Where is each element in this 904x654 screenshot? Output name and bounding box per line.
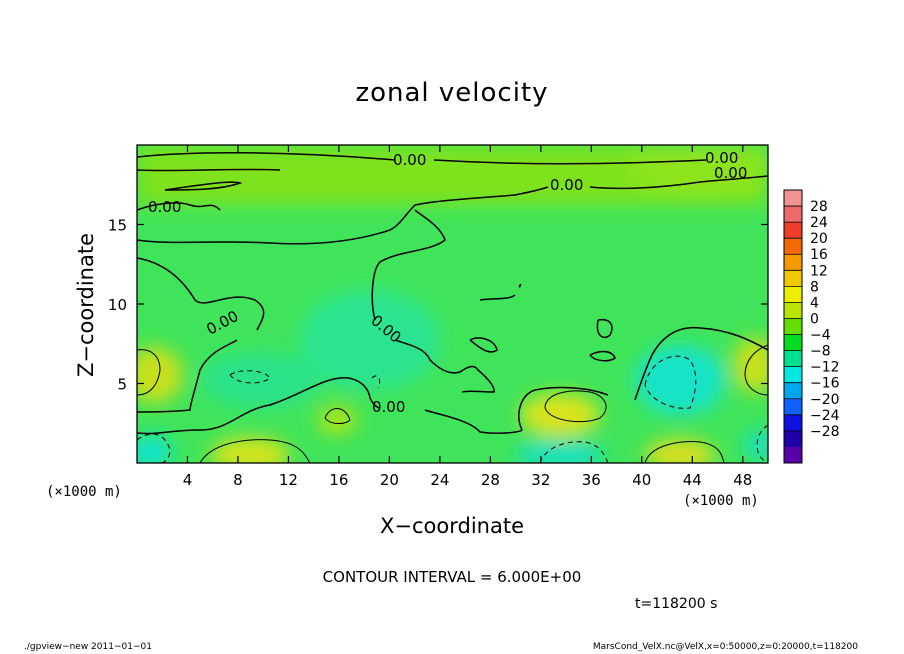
colorbar-swatch xyxy=(784,318,802,336)
colorbar-label: 28 xyxy=(810,199,828,215)
x-tick-label: 24 xyxy=(430,471,449,489)
colorbar-label: −20 xyxy=(810,392,840,408)
y-tick-label: 15 xyxy=(108,217,127,235)
colorbar-label: −4 xyxy=(810,328,831,344)
colorbar-swatch xyxy=(784,254,802,271)
zero-contours xyxy=(137,151,768,463)
footer-left: ./gpview−new 2011−01−01 xyxy=(24,642,152,652)
x-tick-label: 32 xyxy=(531,471,550,489)
colorbar-label: −16 xyxy=(810,376,840,392)
colorbar-swatch xyxy=(784,366,802,384)
colorbar-swatch xyxy=(784,206,802,223)
x-tick-label: 48 xyxy=(733,471,752,489)
colorbar-label: 8 xyxy=(810,279,819,295)
x-tick-label: 8 xyxy=(233,471,243,489)
colorbar-swatch xyxy=(784,430,802,448)
zero-contour-label: 0.00 xyxy=(393,151,426,169)
zero-contour-label: 0.00 xyxy=(148,198,181,216)
colorbar-swatch xyxy=(784,382,802,400)
colorbar-swatch xyxy=(784,350,802,368)
x-tick-label: 40 xyxy=(632,471,651,489)
colorbar-swatch xyxy=(784,334,802,352)
negative-contours xyxy=(137,355,768,463)
x-tick-label: 44 xyxy=(683,471,702,489)
zero-contour-label: 0.00 xyxy=(550,176,583,194)
colorbar-label: 16 xyxy=(810,247,828,263)
colorbar-swatch xyxy=(784,222,802,239)
colorbar-swatch xyxy=(784,302,802,319)
colorbar-label: −8 xyxy=(810,344,831,360)
x-ticks: 4 8 12 16 20 24 28 32 36 40 44 48 xyxy=(183,145,752,489)
x-tick-label: 36 xyxy=(582,471,601,489)
colorbar-label: −12 xyxy=(810,360,840,376)
y-tick-label: 5 xyxy=(117,376,127,394)
colorbar-label: −24 xyxy=(810,408,840,424)
y-ticks: 5 10 15 xyxy=(108,217,768,394)
colorbar-swatch xyxy=(784,398,802,416)
zero-contour-label: 0.00 xyxy=(705,149,738,167)
colorbar-swatch xyxy=(784,286,802,303)
colorbar-swatch xyxy=(784,414,802,432)
x-unit-label-right: (×1000 m) xyxy=(683,493,759,509)
y-tick-label: 10 xyxy=(108,296,127,314)
contour-interval: CONTOUR INTERVAL = 6.000E+00 xyxy=(322,568,582,586)
colorbar-swatch xyxy=(784,238,802,255)
colorbar-swatch xyxy=(784,446,802,464)
x-tick-label: 20 xyxy=(380,471,399,489)
zero-contour-label: 0.00 xyxy=(714,164,747,182)
x-axis-label: X−coordinate xyxy=(380,514,524,538)
colorbar-label: 20 xyxy=(810,231,828,247)
colorbar-label: −28 xyxy=(810,424,840,440)
colorbar-frame xyxy=(783,189,803,464)
x-tick-label: 12 xyxy=(279,471,298,489)
colorbar-swatch xyxy=(784,270,802,287)
x-tick-label: 4 xyxy=(183,471,193,489)
colorbar-swatch xyxy=(784,190,802,207)
color-field xyxy=(137,145,768,463)
time-label: t=118200 s xyxy=(635,596,718,612)
colorbar-label: 24 xyxy=(810,215,828,231)
y-axis-label: Z−coordinate xyxy=(74,233,98,377)
colorbar-label: 12 xyxy=(810,263,828,279)
x-tick-label: 16 xyxy=(329,471,348,489)
x-tick-label: 28 xyxy=(481,471,500,489)
x-unit-label-left: (×1000 m) xyxy=(46,484,122,500)
chart-title: zonal velocity xyxy=(355,78,549,108)
zero-contour-label: 0.00 xyxy=(372,398,405,416)
colorbar-label: 4 xyxy=(810,295,819,311)
footer-right: MarsCond_VelX.nc@VelX,x=0:50000,z=0:2000… xyxy=(592,642,858,652)
colorbar-label: 0 xyxy=(810,311,819,327)
